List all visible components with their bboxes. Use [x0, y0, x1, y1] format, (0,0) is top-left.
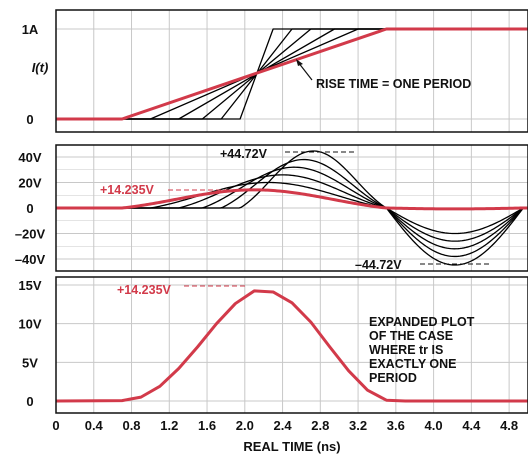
- x-tick-label: 1.6: [198, 418, 216, 433]
- rise-time-arrowhead: [296, 59, 303, 66]
- note-line: OF THE CASE: [369, 329, 453, 343]
- y-tick-label: 5V: [22, 355, 38, 370]
- current-trace: [56, 28, 528, 120]
- current-trace: [56, 28, 528, 120]
- x-tick-label: 3.2: [349, 418, 367, 433]
- y-ticks-voltage: 40V 20V 0 –20V –40V: [15, 150, 46, 267]
- x-tick-label: 0: [52, 418, 59, 433]
- y-tick-label: –40V: [15, 252, 46, 267]
- y-tick-label: 10V: [18, 317, 41, 332]
- rise-time-label: RISE TIME = ONE PERIOD: [316, 77, 471, 91]
- y-tick-label: –20V: [15, 227, 46, 242]
- expanded-trace-highlight: [55, 289, 528, 403]
- y-tick-label: 20V: [18, 176, 41, 191]
- x-tick-label: 2.0: [236, 418, 254, 433]
- x-tick-label: 4.4: [462, 418, 481, 433]
- note-line: WHERE tr IS: [369, 343, 443, 357]
- red-peak-label-voltage: +14.235V: [100, 183, 155, 197]
- current-trace: [56, 28, 528, 120]
- trace-layer: [55, 27, 528, 403]
- current-trace: [56, 28, 528, 120]
- grid-layer: [56, 10, 528, 413]
- current-trace-highlight: [56, 27, 528, 121]
- y-tick-label: 0: [26, 394, 33, 409]
- x-tick-label: 1.2: [160, 418, 178, 433]
- frame-layer: [55, 9, 528, 414]
- y-tick-label: 0: [26, 112, 33, 127]
- note-line: EXPANDED PLOT: [369, 315, 475, 329]
- voltage-trace: [56, 150, 528, 266]
- y-tick-label: 0: [26, 201, 33, 216]
- expanded-note: EXPANDED PLOT OF THE CASE WHERE tr IS EX…: [369, 315, 475, 385]
- note-line: PERIOD: [369, 371, 417, 385]
- y-ticks-current: 1A 0: [22, 22, 39, 127]
- black-min-label: –44.72V: [355, 258, 402, 272]
- x-tick-label: 4.8: [500, 418, 518, 433]
- note-line: EXACTLY ONE: [369, 357, 457, 371]
- x-ticks: 0 0.4 0.8 1.2 1.6 2.0 2.4 2.8 3.2 3.6 4.0 4.4 4.8: [52, 418, 518, 433]
- x-tick-label: 4.0: [425, 418, 443, 433]
- panel-frame: [55, 9, 528, 133]
- voltage-trace-highlight: [56, 188, 528, 211]
- current-trace: [56, 28, 528, 120]
- x-tick-label: 0.4: [85, 418, 104, 433]
- black-max-label: +44.72V: [220, 147, 268, 161]
- x-tick-label: 2.4: [274, 418, 293, 433]
- panel-frame: [55, 144, 528, 272]
- y-tick-label: 40V: [18, 150, 41, 165]
- x-tick-label: 2.8: [311, 418, 329, 433]
- x-axis-label: REAL TIME (ns): [243, 439, 340, 454]
- red-peak-label-expanded: +14.235V: [117, 283, 172, 297]
- y-ticks-expanded: 15V 10V 5V 0: [18, 278, 41, 409]
- ylabel-current: I(t): [32, 60, 49, 75]
- panel-frame: [55, 276, 528, 414]
- y-tick-label: 1A: [22, 22, 39, 37]
- y-tick-label: 15V: [18, 278, 41, 293]
- x-tick-label: 3.6: [387, 418, 405, 433]
- x-tick-label: 0.8: [122, 418, 140, 433]
